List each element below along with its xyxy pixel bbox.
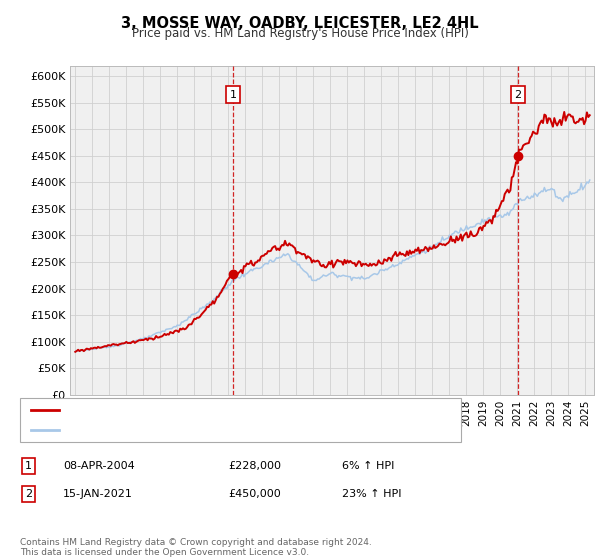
Text: 2: 2 — [515, 90, 522, 100]
Text: 1: 1 — [25, 461, 32, 471]
Text: 3, MOSSE WAY, OADBY, LEICESTER, LE2 4HL: 3, MOSSE WAY, OADBY, LEICESTER, LE2 4HL — [121, 16, 479, 31]
Text: 6% ↑ HPI: 6% ↑ HPI — [342, 461, 394, 471]
Text: £228,000: £228,000 — [228, 461, 281, 471]
Text: 08-APR-2004: 08-APR-2004 — [63, 461, 135, 471]
Text: 15-JAN-2021: 15-JAN-2021 — [63, 489, 133, 499]
Text: HPI: Average price, detached house, Oadby and Wigston: HPI: Average price, detached house, Oadb… — [63, 425, 373, 435]
Text: 23% ↑ HPI: 23% ↑ HPI — [342, 489, 401, 499]
Text: Contains HM Land Registry data © Crown copyright and database right 2024.
This d: Contains HM Land Registry data © Crown c… — [20, 538, 371, 557]
Text: £450,000: £450,000 — [228, 489, 281, 499]
Text: 3, MOSSE WAY, OADBY, LEICESTER, LE2 4HL (detached house): 3, MOSSE WAY, OADBY, LEICESTER, LE2 4HL … — [63, 405, 404, 415]
Text: 2: 2 — [25, 489, 32, 499]
Text: Price paid vs. HM Land Registry's House Price Index (HPI): Price paid vs. HM Land Registry's House … — [131, 27, 469, 40]
Text: 1: 1 — [229, 90, 236, 100]
